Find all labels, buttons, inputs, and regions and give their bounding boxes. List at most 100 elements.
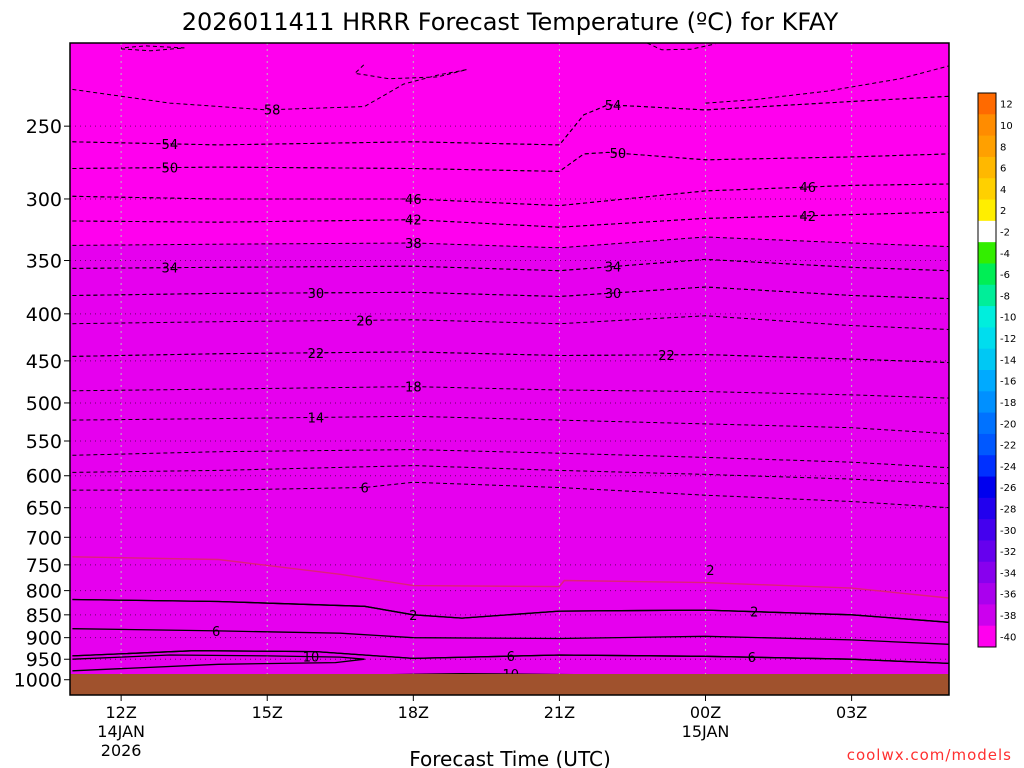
dashed-contour-3 [72, 415, 949, 435]
dashed-contour-label-3: 14 [308, 411, 325, 426]
xtick-date-12Z: 14JAN [97, 722, 145, 741]
dashed-contour-label-0: 6 [360, 482, 368, 497]
colorbar-label--32: -32 [1000, 547, 1016, 558]
ytick-label-550: 550 [26, 431, 62, 453]
solid-contour-label-3: 6 [748, 651, 756, 666]
dashed-contour-label-14: 42 [800, 210, 817, 225]
colorbar-cell-6 [978, 156, 996, 179]
ytick-label-650: 650 [26, 498, 62, 520]
xtick-year-12Z: 2026 [101, 741, 142, 760]
colorbar-label--20: -20 [1000, 419, 1016, 430]
dashed-contour-0 [72, 481, 949, 509]
colorbar-label--28: -28 [1000, 505, 1016, 516]
colorbar-cell--22 [978, 433, 996, 456]
credit-link[interactable]: coolwx.com/models [847, 746, 1012, 764]
colorbar-label--6: -6 [1000, 270, 1010, 281]
colorbar-cell--8 [978, 284, 996, 307]
dashed-contour-label-7: 26 [356, 314, 373, 329]
solid-contour-4 [72, 628, 949, 645]
colorbar-cell--2 [978, 220, 996, 243]
ytick-label-250: 250 [26, 116, 62, 138]
colorbar-label-4: 4 [1000, 185, 1006, 196]
colorbar-label--24: -24 [1000, 462, 1016, 473]
ytick-label-600: 600 [26, 466, 62, 488]
colorbar-cell--10 [978, 306, 996, 328]
colorbar-label--34: -34 [1000, 568, 1016, 579]
colorbar-label--12: -12 [1000, 334, 1016, 345]
dashed-contour-1 [72, 465, 949, 485]
dashed-contour-21 [72, 63, 468, 111]
dashed-contour-22 [121, 45, 185, 52]
solid-contour-label-6: 2 [750, 606, 758, 621]
ytick-label-750: 750 [26, 555, 62, 577]
colorbar-label--16: -16 [1000, 377, 1016, 388]
colorbar-cell--12 [978, 327, 996, 350]
xtick-label-12Z: 12Z [105, 703, 136, 722]
dashed-contour-20 [72, 95, 949, 146]
dashed-contour-label-11: 34 [605, 261, 622, 276]
colorbar-label-8: 8 [1000, 142, 1006, 153]
colorbar-legend: 12 10 8 6 4 2 -2 -4 -6 -8 -10 -12 -14 -16 -18 -20 -22 -24… [977, 92, 1016, 648]
temperature-color-bands [70, 237, 949, 695]
dashed-contour-label-4: 18 [405, 381, 422, 396]
ytick-label-850: 850 [26, 605, 62, 627]
colorbar-label--8: -8 [1000, 291, 1010, 302]
dashed-contour-label-13: 42 [405, 214, 422, 229]
colorbar-label-10: 10 [1000, 121, 1013, 132]
xtick-label-21Z: 21Z [544, 703, 575, 722]
solid-contour-1 [72, 654, 365, 672]
solid-contour-label-5: 2 [409, 609, 417, 624]
x-axis-title: Forecast Time (UTC) [409, 747, 611, 768]
dashed-contour-9 [72, 286, 949, 300]
dashed-contour-label-10: 34 [162, 262, 179, 277]
y-axis: 2503003504004505005506006507007508008509… [14, 116, 70, 692]
colorbar-label--26: -26 [1000, 483, 1016, 494]
colorbar-label--36: -36 [1000, 590, 1016, 601]
ytick-label-800: 800 [26, 581, 62, 603]
dashed-contour-label-20: 54 [605, 99, 622, 114]
ytick-label-900: 900 [26, 628, 62, 650]
colorbar-label--40: -40 [1000, 632, 1016, 643]
colorbar-cell--18 [978, 391, 996, 414]
colorbar-cell--36 [978, 583, 996, 605]
colorbar-cell-12 [978, 93, 996, 115]
colorbar-cell--6 [978, 263, 996, 286]
colorbar-label--30: -30 [1000, 526, 1016, 537]
colorbar-label--22: -22 [1000, 441, 1016, 452]
colorbar-cell--32 [978, 540, 996, 563]
colorbar-cell--40 [978, 625, 996, 648]
dashed-contour-label-21: 58 [264, 104, 281, 119]
chart-title: 2026011411 HRRR Forecast Temperature (ºC… [182, 8, 839, 36]
dashed-contour-label-16: 46 [800, 181, 817, 196]
ytick-label-950: 950 [26, 649, 62, 671]
colorbar-cell--38 [978, 604, 996, 627]
solid-contour-label-2: 6 [507, 650, 515, 665]
colorbar-cell--26 [978, 476, 996, 499]
dashed-contour-6 [72, 351, 949, 364]
colorbar-label-2: 2 [1000, 206, 1006, 217]
xtick-label-00Z: 00Z [690, 703, 721, 722]
dashed-contour-12 [72, 236, 949, 249]
colorbar-label--10: -10 [1000, 313, 1016, 324]
dashed-contour-label-12: 38 [405, 237, 422, 252]
colorbar-cell--24 [978, 455, 996, 478]
colorbar-cell-2 [978, 199, 996, 222]
dashed-contour-24 [705, 65, 949, 104]
colorbar-label-12: 12 [1000, 100, 1013, 111]
dashed-contour-18 [72, 151, 949, 172]
xtick-label-15Z: 15Z [252, 703, 283, 722]
colorbar-label--14: -14 [1000, 355, 1016, 366]
colorbar-label--4: -4 [1000, 249, 1010, 260]
dashed-contour-label-15: 46 [405, 193, 422, 208]
ytick-label-700: 700 [26, 527, 62, 549]
ytick-label-350: 350 [26, 251, 62, 273]
dashed-contour-16 [72, 183, 949, 207]
dashed-contour-label-5: 22 [308, 347, 325, 362]
colorbar-label--18: -18 [1000, 398, 1016, 409]
ytick-label-450: 450 [26, 351, 62, 373]
colorbar-cell--34 [978, 561, 996, 584]
dashed-contour-label-18: 50 [610, 147, 627, 162]
